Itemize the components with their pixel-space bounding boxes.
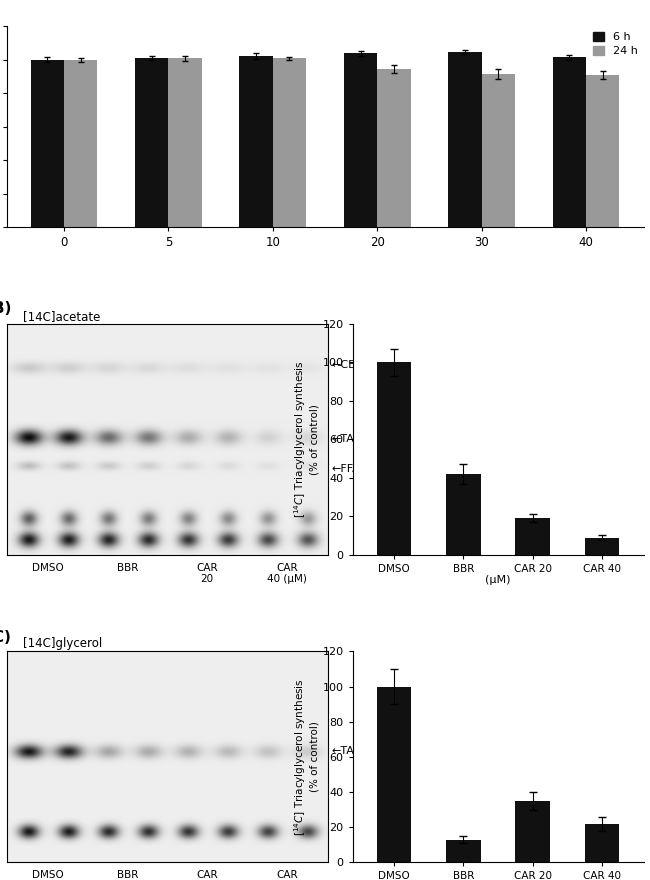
Bar — [64, 60, 98, 227]
Y-axis label: $[^{14}C]$ Triacylglycerol synthesis
(% of control): $[^{14}C]$ Triacylglycerol synthesis (% … — [292, 678, 320, 836]
Bar — [515, 518, 550, 555]
Text: [14C]glycerol: [14C]glycerol — [23, 637, 102, 650]
Bar — [31, 60, 64, 227]
Bar — [584, 538, 619, 555]
Bar — [377, 686, 411, 862]
X-axis label: (μM): (μM) — [486, 576, 511, 585]
Text: ←CE: ←CE — [332, 361, 356, 370]
Bar — [377, 363, 411, 555]
Bar — [273, 58, 306, 227]
Bar — [446, 840, 481, 862]
Text: [14C]acetate: [14C]acetate — [23, 310, 100, 323]
Bar — [239, 55, 273, 227]
Bar — [448, 52, 482, 227]
Bar — [168, 58, 202, 227]
Bar — [446, 474, 481, 555]
Legend: 6 h, 24 h: 6 h, 24 h — [593, 32, 638, 56]
Text: ←TAG: ←TAG — [332, 435, 363, 444]
Bar — [586, 75, 619, 227]
Text: (C): (C) — [0, 630, 12, 645]
Text: ←FFA: ←FFA — [332, 465, 360, 474]
Text: ←TAG: ←TAG — [332, 745, 363, 756]
Bar — [482, 74, 515, 227]
Bar — [584, 824, 619, 862]
Text: (B): (B) — [0, 301, 12, 316]
Y-axis label: $[^{14}C]$ Triacylglycerol synthesis
(% of control): $[^{14}C]$ Triacylglycerol synthesis (% … — [292, 361, 320, 518]
Bar — [552, 57, 586, 227]
Bar — [515, 801, 550, 862]
Bar — [344, 53, 377, 227]
Bar — [377, 70, 411, 227]
Bar — [135, 58, 168, 227]
